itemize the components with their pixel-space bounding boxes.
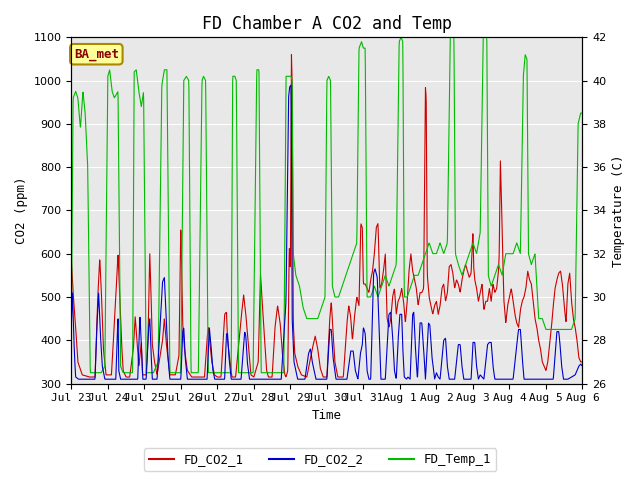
- Text: BA_met: BA_met: [74, 48, 119, 60]
- X-axis label: Time: Time: [312, 409, 342, 422]
- Y-axis label: Temperature (C): Temperature (C): [612, 154, 625, 267]
- Y-axis label: CO2 (ppm): CO2 (ppm): [15, 177, 28, 244]
- Title: FD Chamber A CO2 and Temp: FD Chamber A CO2 and Temp: [202, 15, 452, 33]
- Legend: FD_CO2_1, FD_CO2_2, FD_Temp_1: FD_CO2_1, FD_CO2_2, FD_Temp_1: [144, 448, 496, 471]
